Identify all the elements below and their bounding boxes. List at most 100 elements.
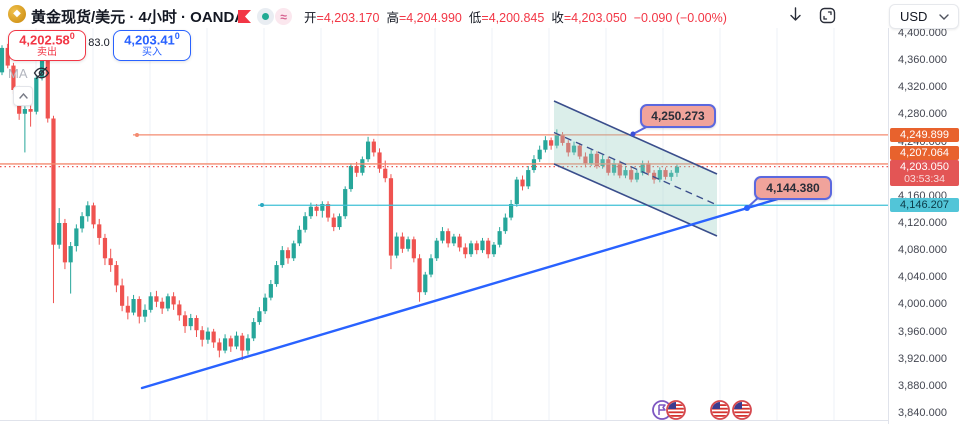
low-value: =4,200.845 — [481, 11, 545, 25]
header-bar: ◆ 黄金现货/美元 · 4小时 · OANDA ≈ 开=4,203.170 高=4… — [0, 0, 960, 29]
time-axis-separator — [0, 420, 960, 421]
price-axis-tick: 4,080.000 — [898, 244, 947, 257]
candlestick — [428, 258, 434, 275]
candlestick — [62, 223, 68, 263]
symbol-title[interactable]: 黄金现货/美元 · 4小时 · OANDA — [31, 9, 246, 26]
price-level-label: 4,207.064 — [890, 145, 959, 160]
open-label: 开 — [304, 11, 317, 25]
us-flag-icon[interactable] — [666, 400, 686, 420]
candlestick — [360, 159, 365, 173]
candlestick — [125, 305, 130, 313]
candlestick — [228, 338, 233, 347]
candlestick — [160, 301, 165, 309]
us-flag-icon[interactable] — [732, 400, 752, 420]
candlestick — [280, 250, 285, 266]
candlestick — [182, 315, 188, 327]
candlestick — [589, 153, 594, 164]
scroll-to-latest-icon[interactable] — [786, 6, 804, 24]
candlestick — [537, 149, 542, 160]
candlestick — [651, 172, 657, 180]
candlestick — [440, 231, 445, 241]
sell-label: 卖出 — [37, 47, 57, 59]
market-status-icon[interactable] — [257, 8, 274, 25]
candlestick — [617, 163, 622, 176]
candlestick — [188, 318, 193, 327]
sell-button[interactable]: 4,202.580 卖出 — [8, 30, 86, 61]
candlestick — [474, 243, 479, 251]
candlestick — [491, 244, 497, 255]
candlestick — [211, 331, 216, 343]
candlestick — [137, 299, 142, 317]
candlestick — [57, 223, 62, 245]
candlestick — [394, 236, 399, 256]
candlestick — [91, 205, 96, 225]
candlestick — [97, 224, 102, 238]
candlestick — [45, 58, 50, 119]
candlestick — [400, 236, 405, 249]
chevron-down-icon — [939, 13, 949, 20]
indicator-legend: MA — [8, 65, 50, 81]
candlestick — [34, 77, 39, 112]
candlestick — [11, 65, 16, 90]
candlestick — [303, 216, 308, 230]
price-callout-upper[interactable]: 4,250.273 — [640, 104, 716, 128]
candlestick — [154, 296, 159, 302]
price-axis-tick: 3,920.000 — [898, 352, 947, 365]
close-value: =4,203.050 — [563, 11, 627, 25]
candlestick — [383, 168, 388, 179]
buy-button[interactable]: 4,203.410 买入 — [113, 30, 191, 61]
price-axis-tick: 4,400.000 — [898, 27, 947, 39]
candlestick-chart-icon[interactable] — [237, 9, 252, 24]
channel-midline — [553, 131, 718, 206]
candlestick — [102, 237, 108, 259]
candlestick — [417, 258, 422, 293]
candlestick — [165, 296, 170, 309]
candlestick — [120, 285, 125, 306]
candlestick — [468, 243, 474, 255]
candlestick — [577, 145, 582, 157]
candlestick — [297, 229, 302, 244]
approx-data-icon[interactable]: ≈ — [275, 8, 292, 25]
candlestick — [514, 179, 519, 204]
candlestick — [640, 163, 645, 173]
candlestick — [337, 216, 342, 228]
candlestick — [446, 231, 451, 244]
currency-dropdown[interactable]: USD — [889, 4, 959, 29]
close-label: 收 — [551, 11, 564, 25]
collapse-legend-button[interactable] — [13, 86, 33, 106]
candlestick — [457, 236, 462, 248]
candlestick — [51, 118, 56, 245]
price-chart[interactable] — [0, 0, 888, 424]
candlestick — [142, 309, 148, 317]
candlestick — [497, 231, 502, 245]
candlestick — [74, 228, 79, 247]
candlestick — [600, 159, 605, 166]
candlestick — [549, 140, 554, 146]
price-axis-tick: 3,960.000 — [898, 325, 947, 338]
change-value: −0.090 (−0.00%) — [633, 11, 727, 25]
high-label: 高 — [386, 11, 399, 25]
us-flag-icon[interactable] — [710, 400, 730, 420]
candlestick — [543, 140, 548, 150]
candlestick — [583, 156, 588, 164]
candlestick — [348, 166, 354, 190]
fullscreen-icon[interactable] — [818, 6, 836, 24]
candlestick — [560, 134, 565, 143]
ma-indicator-label: MA — [8, 65, 28, 81]
candlestick — [5, 47, 10, 66]
candlestick — [531, 159, 537, 171]
price-axis-tick: 4,040.000 — [898, 271, 947, 284]
candlestick — [222, 338, 228, 351]
buy-price: 4,203.410 — [124, 31, 180, 48]
price-level-label: 4,146.207 — [890, 198, 959, 212]
price-axis[interactable]: 4,400.000 4,360.000 4,320.000 4,280.000 4,24… — [888, 0, 960, 424]
candlestick — [114, 265, 119, 286]
candlestick — [331, 217, 336, 228]
candlestick — [406, 239, 411, 249]
candlestick — [343, 189, 348, 217]
spread-value: 83.0 — [88, 37, 110, 49]
last-price-label: 4,203.050 03:53:34 — [890, 159, 959, 186]
price-axis-tick: 4,280.000 — [898, 108, 947, 121]
price-callout-lower[interactable]: 4,144.380 — [754, 176, 832, 200]
hidden-eye-icon[interactable] — [33, 65, 50, 81]
